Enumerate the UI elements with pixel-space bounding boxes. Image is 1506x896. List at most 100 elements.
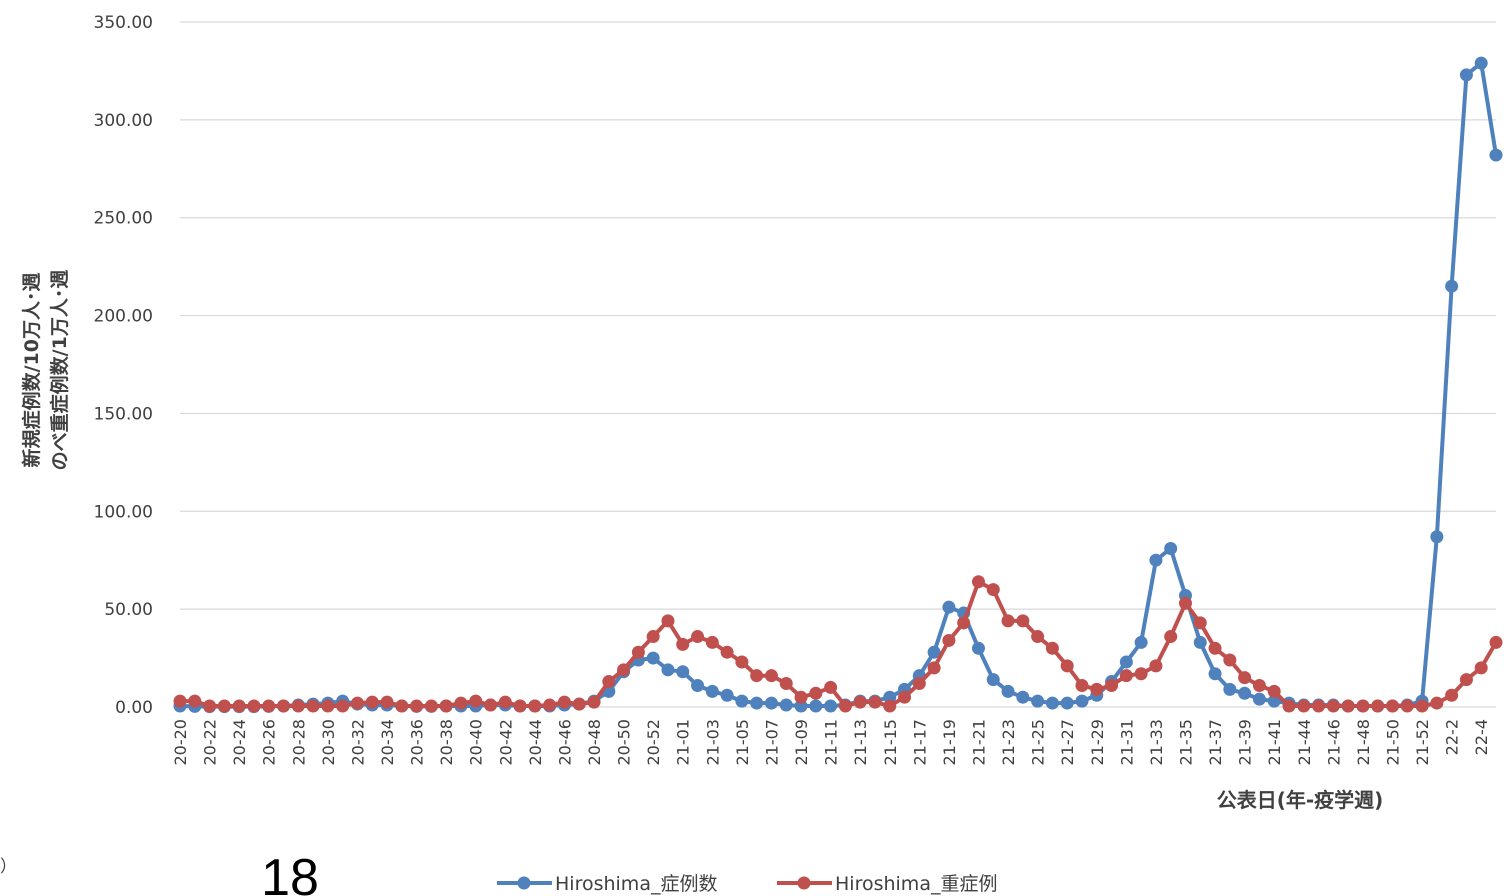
data-point: [661, 663, 675, 677]
x-tick-label: 20-42: [496, 719, 515, 766]
y-tick-label: 150.00: [94, 404, 153, 424]
x-tick-label: 21-29: [1088, 719, 1107, 766]
data-point: [543, 698, 557, 712]
x-axis-ticks: 20-20 20-22 20-24 20-26 20-28 20-30 20-32 20-34…: [171, 719, 1491, 766]
data-point: [1178, 596, 1192, 610]
x-tick-label: 22-4: [1472, 719, 1491, 755]
data-point: [912, 677, 926, 691]
x-tick-label: 21-46: [1324, 719, 1343, 766]
data-point: [1238, 671, 1252, 685]
data-point: [720, 688, 734, 702]
data-point: [1459, 673, 1473, 687]
data-point: [1445, 688, 1459, 702]
x-tick-label: 21-52: [1413, 719, 1432, 766]
data-point: [321, 699, 335, 713]
data-point: [1208, 641, 1222, 655]
x-tick-label: 21-27: [1058, 719, 1077, 766]
data-point: [336, 699, 350, 713]
corner-mark: ）: [0, 857, 17, 877]
data-point: [1415, 699, 1429, 713]
x-tick-label: 21-07: [762, 719, 781, 766]
y-axis-label-line2: のべ重症例数/1万人･週: [48, 270, 71, 471]
data-point: [646, 630, 660, 644]
legend-swatch-marker: [517, 876, 531, 890]
data-point: [927, 661, 941, 675]
y-tick-label: 300.00: [94, 111, 153, 131]
data-point: [410, 699, 424, 713]
data-point: [824, 699, 838, 713]
x-tick-label: 21-44: [1295, 719, 1314, 766]
data-point: [469, 694, 483, 708]
x-tick-label: 21-33: [1147, 719, 1166, 766]
data-point: [557, 695, 571, 709]
data-point: [1385, 699, 1399, 713]
data-point: [971, 575, 985, 589]
x-tick-label: 21-17: [910, 719, 929, 766]
x-tick-label: 21-48: [1354, 719, 1373, 766]
data-point: [631, 645, 645, 659]
data-point: [1341, 699, 1355, 713]
data-point: [750, 696, 764, 710]
data-point: [1060, 659, 1074, 673]
x-tick-label: 21-05: [733, 719, 752, 766]
data-point: [1001, 684, 1015, 698]
data-point: [1400, 699, 1414, 713]
y-tick-label: 250.00: [94, 209, 153, 229]
data-point: [247, 699, 261, 713]
data-point: [1430, 530, 1444, 544]
data-point: [454, 696, 468, 710]
x-tick-label: 20-52: [644, 719, 663, 766]
data-point: [1149, 659, 1163, 673]
data-point: [188, 694, 202, 708]
data-point: [794, 690, 808, 704]
x-tick-label: 20-34: [378, 719, 397, 766]
x-tick-label: 21-19: [940, 719, 959, 766]
data-point: [1371, 699, 1385, 713]
data-point: [1119, 655, 1133, 669]
data-point: [1105, 678, 1119, 692]
data-point: [1075, 694, 1089, 708]
data-point: [617, 663, 631, 677]
x-tick-label: 20-24: [230, 719, 249, 766]
data-point: [957, 616, 971, 630]
data-point: [484, 698, 498, 712]
legend-swatch-marker: [797, 876, 811, 890]
data-point: [1060, 696, 1074, 710]
data-point: [691, 630, 705, 644]
data-point: [809, 686, 823, 700]
x-tick-label: 21-50: [1383, 719, 1402, 766]
data-point: [971, 641, 985, 655]
y-tick-label: 50.00: [104, 600, 153, 620]
y-axis-ticks: 0.00 50.00 100.00 150.00 200.00 250.00 300.00 3…: [94, 13, 153, 718]
data-point: [513, 699, 527, 713]
data-point: [173, 694, 187, 708]
data-point: [528, 699, 542, 713]
data-point: [809, 699, 823, 713]
data-point: [735, 694, 749, 708]
data-point: [291, 699, 305, 713]
series-layer: [173, 56, 1503, 714]
data-point: [1282, 699, 1296, 713]
data-point: [779, 698, 793, 712]
data-point: [705, 684, 719, 698]
y-tick-label: 100.00: [94, 502, 153, 522]
legend-label: Hiroshima_重症例: [835, 873, 997, 895]
y-tick-label: 0.00: [115, 698, 153, 718]
data-point: [720, 645, 734, 659]
x-tick-label: 20-48: [585, 719, 604, 766]
gridlines: [180, 21, 1496, 708]
data-point: [646, 651, 660, 665]
data-point: [395, 699, 409, 713]
x-tick-label: 20-20: [171, 719, 190, 766]
x-tick-label: 21-39: [1236, 719, 1255, 766]
x-tick-label: 20-46: [555, 719, 574, 766]
legend: Hiroshima_症例数 Hiroshima_重症例: [497, 873, 997, 895]
data-point: [1164, 630, 1178, 644]
series-line: [178, 61, 1498, 709]
data-point: [1149, 553, 1163, 567]
data-point: [779, 677, 793, 691]
x-tick-label: 20-32: [348, 719, 367, 766]
y-axis-label-line1: 新規症例数/10万人･週: [20, 273, 43, 468]
series-2: [173, 575, 1503, 713]
data-point: [838, 699, 852, 713]
